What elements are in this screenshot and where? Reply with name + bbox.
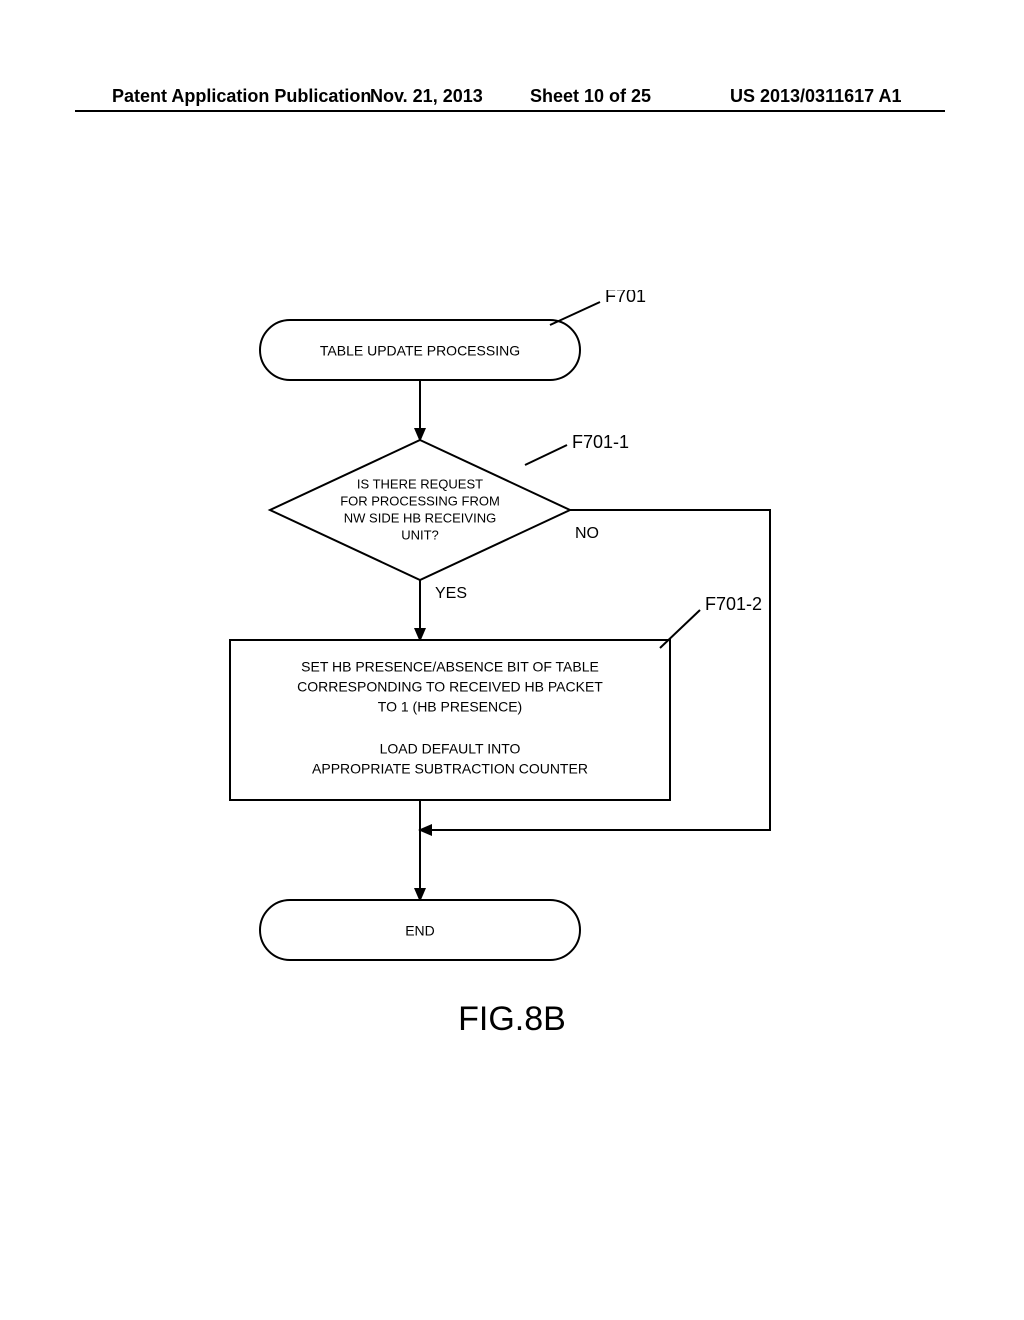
leader-f701 xyxy=(550,302,600,325)
decision-l2: FOR PROCESSING FROM xyxy=(340,493,500,508)
process-l3: TO 1 (HB PRESENCE) xyxy=(378,699,522,715)
start-text: TABLE UPDATE PROCESSING xyxy=(320,343,520,359)
pub-type: Patent Application Publication xyxy=(112,86,371,107)
branch-no: NO xyxy=(575,525,599,542)
pub-no: US 2013/0311617 A1 xyxy=(730,86,901,107)
pub-date: Nov. 21, 2013 xyxy=(370,86,483,107)
label-f701-1: F701-1 xyxy=(572,432,629,452)
decision-l1: IS THERE REQUEST xyxy=(357,476,483,491)
process-l2: CORRESPONDING TO RECEIVED HB PACKET xyxy=(297,679,603,695)
decision-node: IS THERE REQUEST FOR PROCESSING FROM NW … xyxy=(270,440,570,580)
process-node: SET HB PRESENCE/ABSENCE BIT OF TABLE COR… xyxy=(230,640,670,800)
decision-l3: NW SIDE HB RECEIVING xyxy=(344,510,496,525)
process-l1: SET HB PRESENCE/ABSENCE BIT OF TABLE xyxy=(301,659,599,675)
figure-title: FIG.8B xyxy=(0,1000,1024,1039)
start-node: TABLE UPDATE PROCESSING xyxy=(260,320,580,380)
header-rule xyxy=(75,110,945,112)
process-l4: LOAD DEFAULT INTO xyxy=(380,741,521,757)
end-node: END xyxy=(260,900,580,960)
sheet-no: Sheet 10 of 25 xyxy=(530,86,651,107)
process-l5: APPROPRIATE SUBTRACTION COUNTER xyxy=(312,761,588,777)
label-f701: F701 xyxy=(605,290,646,306)
decision-l4: UNIT? xyxy=(401,527,439,542)
flowchart: TABLE UPDATE PROCESSING F701 IS THERE RE… xyxy=(170,290,850,1010)
leader-f701-1 xyxy=(525,445,567,465)
branch-yes: YES xyxy=(435,585,467,602)
leader-f701-2 xyxy=(660,610,700,648)
end-text: END xyxy=(405,923,435,939)
label-f701-2: F701-2 xyxy=(705,594,762,614)
